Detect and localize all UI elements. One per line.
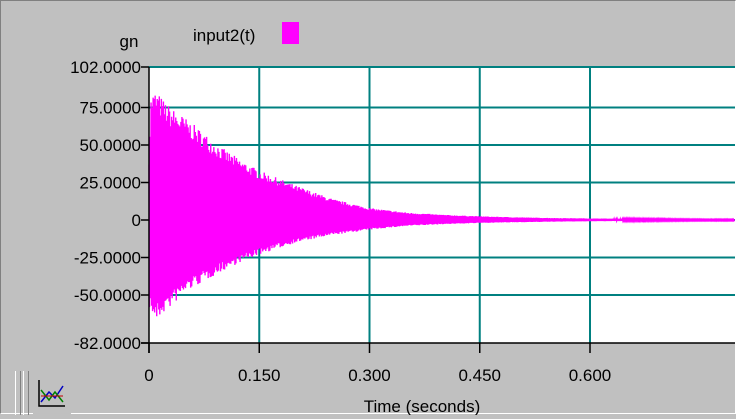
x-tick-labels: 0 0.150 0.300 0.450 0.600: [144, 366, 611, 385]
legend-swatch: [282, 22, 299, 44]
signal-series: [148, 95, 736, 317]
toolbar-grip: [15, 371, 21, 415]
y-tick-label: 102.0000: [70, 58, 141, 77]
y-tick-labels: 102.0000 75.0000 50.0000 25.0000 0 -25.0000 -5…: [70, 58, 141, 353]
x-tick-label: 0: [144, 366, 153, 385]
x-tick-label: 0.150: [238, 366, 281, 385]
y-tick-label: -25.0000: [74, 249, 141, 268]
legend-label: input2(t): [193, 26, 255, 45]
y-tick-label: -50.0000: [74, 286, 141, 305]
x-tick-label: 0.600: [569, 366, 612, 385]
y-tick-label: 0: [132, 211, 141, 230]
y-axis-label: gn: [120, 32, 139, 51]
signal-trace: [148, 95, 736, 317]
x-tick-label: 0.450: [458, 366, 501, 385]
legend: input2(t): [193, 22, 299, 45]
axes: [141, 66, 735, 353]
chart-lines-icon: [38, 380, 65, 407]
y-tick-label: 50.0000: [80, 136, 141, 155]
y-tick-label: -82.0000: [74, 334, 141, 353]
x-axis-label: Time (seconds): [364, 397, 481, 415]
chart-tool-button[interactable]: [33, 374, 71, 414]
x-tick-label: 0.300: [348, 366, 391, 385]
toolbar-grip: [23, 371, 29, 415]
y-tick-label: 75.0000: [80, 99, 141, 118]
y-tick-label: 25.0000: [80, 174, 141, 193]
